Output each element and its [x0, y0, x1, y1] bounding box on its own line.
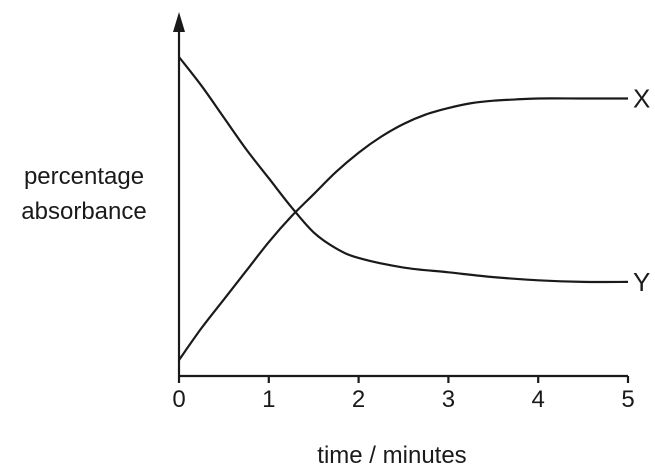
series-layer: XY — [178, 56, 650, 361]
x-tick-label: 0 — [172, 386, 185, 413]
series-line-x — [178, 97, 628, 361]
x-axis-label: time / minutes — [317, 442, 466, 469]
y-axis-label-line-2: absorbance — [21, 198, 146, 225]
y-axis-arrow — [173, 12, 185, 32]
x-tick-label: 1 — [262, 386, 275, 413]
series-label-x: X — [633, 83, 650, 113]
labels: percentage absorbance time / minutes — [21, 163, 466, 469]
x-ticks: 0 1 2 3 4 5 — [172, 376, 635, 413]
x-tick-label: 5 — [621, 386, 634, 413]
x-tick-label: 3 — [442, 386, 455, 413]
series-line-y — [178, 56, 629, 284]
x-tick-label: 4 — [532, 386, 545, 413]
y-axis-label-line-1: percentage — [24, 163, 144, 190]
x-tick-label: 2 — [352, 386, 365, 413]
axes — [173, 12, 628, 378]
series-label-y: Y — [633, 267, 650, 297]
